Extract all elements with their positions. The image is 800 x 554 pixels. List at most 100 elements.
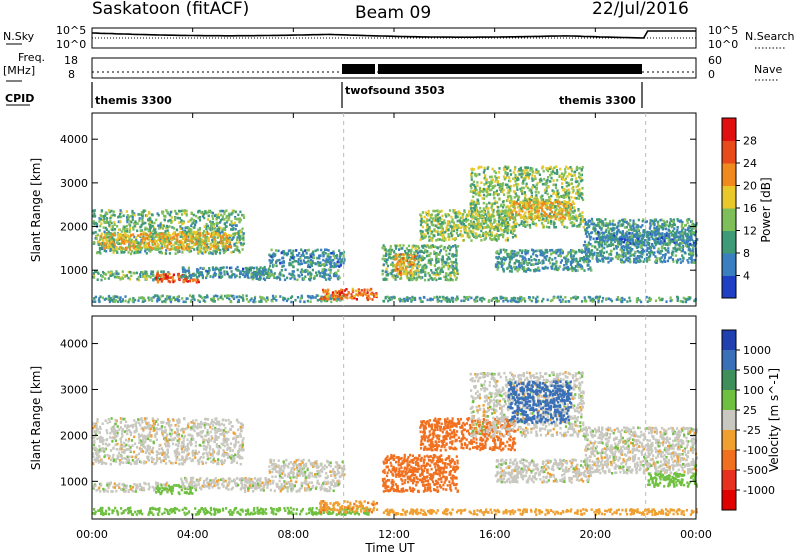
data-cell	[430, 223, 433, 226]
data-cell	[140, 271, 143, 274]
data-cell	[166, 275, 169, 278]
data-cell	[351, 297, 354, 300]
data-cell	[530, 189, 533, 192]
data-cell	[498, 167, 501, 170]
data-cell	[313, 275, 316, 278]
data-cell	[437, 219, 440, 223]
data-cell	[176, 296, 179, 299]
data-cell	[462, 219, 465, 223]
data-cell	[491, 178, 494, 181]
data-cell	[127, 215, 130, 219]
data-cell	[571, 200, 574, 203]
data-cell	[125, 240, 128, 244]
data-cell	[178, 250, 181, 253]
data-cell	[420, 215, 423, 218]
data-cell	[165, 249, 168, 252]
data-cell	[257, 277, 260, 281]
data-cell	[238, 220, 241, 223]
data-cell	[444, 261, 447, 265]
data-cell	[330, 295, 333, 298]
data-cell	[526, 186, 529, 190]
data-cell	[415, 250, 418, 253]
data-cell	[428, 239, 431, 242]
data-cell	[244, 274, 247, 278]
data-cell	[498, 223, 501, 227]
data-cell	[225, 294, 228, 298]
data-cell	[500, 233, 503, 236]
data-cell	[398, 253, 401, 257]
data-cell	[492, 221, 496, 224]
data-cell	[430, 269, 433, 272]
data-cell	[575, 167, 578, 170]
data-cell	[107, 246, 110, 249]
data-cell	[530, 214, 533, 217]
data-cell	[92, 300, 95, 303]
data-cell	[566, 266, 570, 269]
data-cell	[115, 275, 118, 279]
data-cell	[429, 216, 432, 219]
data-cell	[211, 220, 214, 224]
data-cell	[542, 267, 545, 270]
data-cell	[503, 177, 506, 181]
data-cell	[100, 215, 103, 218]
data-cell	[540, 222, 544, 225]
data-cell	[181, 222, 184, 226]
data-cell	[341, 295, 344, 298]
data-cell	[547, 214, 550, 218]
data-cell	[329, 268, 332, 272]
data-cell	[158, 235, 161, 239]
data-cell	[459, 216, 462, 220]
data-cell	[490, 188, 493, 192]
data-cell	[111, 242, 114, 245]
data-cell	[570, 169, 574, 173]
data-cell	[230, 266, 233, 270]
data-cell	[569, 212, 572, 216]
data-cell	[229, 223, 232, 226]
data-cell	[209, 275, 212, 278]
data-cell	[571, 174, 575, 177]
data-cell	[224, 232, 228, 236]
data-cell	[303, 300, 306, 304]
data-cell	[207, 236, 210, 240]
data-cell	[408, 263, 411, 267]
data-cell	[544, 205, 547, 209]
data-cell	[469, 207, 473, 210]
data-cell	[176, 238, 179, 241]
data-cell	[209, 228, 212, 232]
data-cell	[309, 275, 312, 279]
data-cell	[240, 237, 243, 240]
data-cell	[670, 231, 673, 234]
data-cell	[484, 213, 487, 216]
data-cell	[546, 298, 549, 302]
data-cell	[541, 182, 544, 186]
data-cell	[513, 218, 516, 222]
data-cell	[463, 219, 466, 222]
data-cell	[511, 213, 514, 216]
data-cell	[201, 215, 204, 218]
data-cell	[181, 297, 184, 300]
data-cell	[436, 213, 439, 216]
data-cell	[105, 249, 108, 253]
data-cell	[257, 273, 260, 276]
data-cell	[114, 295, 117, 299]
data-cell	[108, 224, 111, 227]
data-cell	[224, 249, 227, 252]
data-cell	[518, 264, 521, 267]
data-cell	[565, 266, 568, 269]
data-cell	[177, 295, 180, 298]
data-cell	[180, 239, 183, 243]
data-cell	[133, 235, 136, 239]
data-cell	[553, 225, 556, 229]
data-cell	[408, 272, 411, 275]
data-cell	[227, 212, 231, 216]
data-cell	[192, 218, 196, 222]
data-cell	[383, 248, 386, 251]
data-cell	[194, 278, 197, 282]
data-cell	[597, 300, 600, 304]
data-cell	[508, 214, 511, 217]
data-cell	[323, 298, 326, 302]
data-cell	[427, 272, 430, 275]
data-cell	[576, 189, 579, 192]
data-cell	[324, 290, 327, 293]
data-cell	[495, 265, 498, 269]
